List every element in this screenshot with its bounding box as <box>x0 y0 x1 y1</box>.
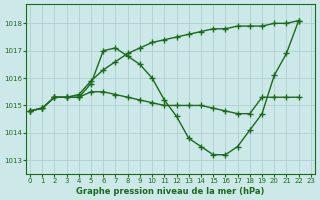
X-axis label: Graphe pression niveau de la mer (hPa): Graphe pression niveau de la mer (hPa) <box>76 187 265 196</box>
